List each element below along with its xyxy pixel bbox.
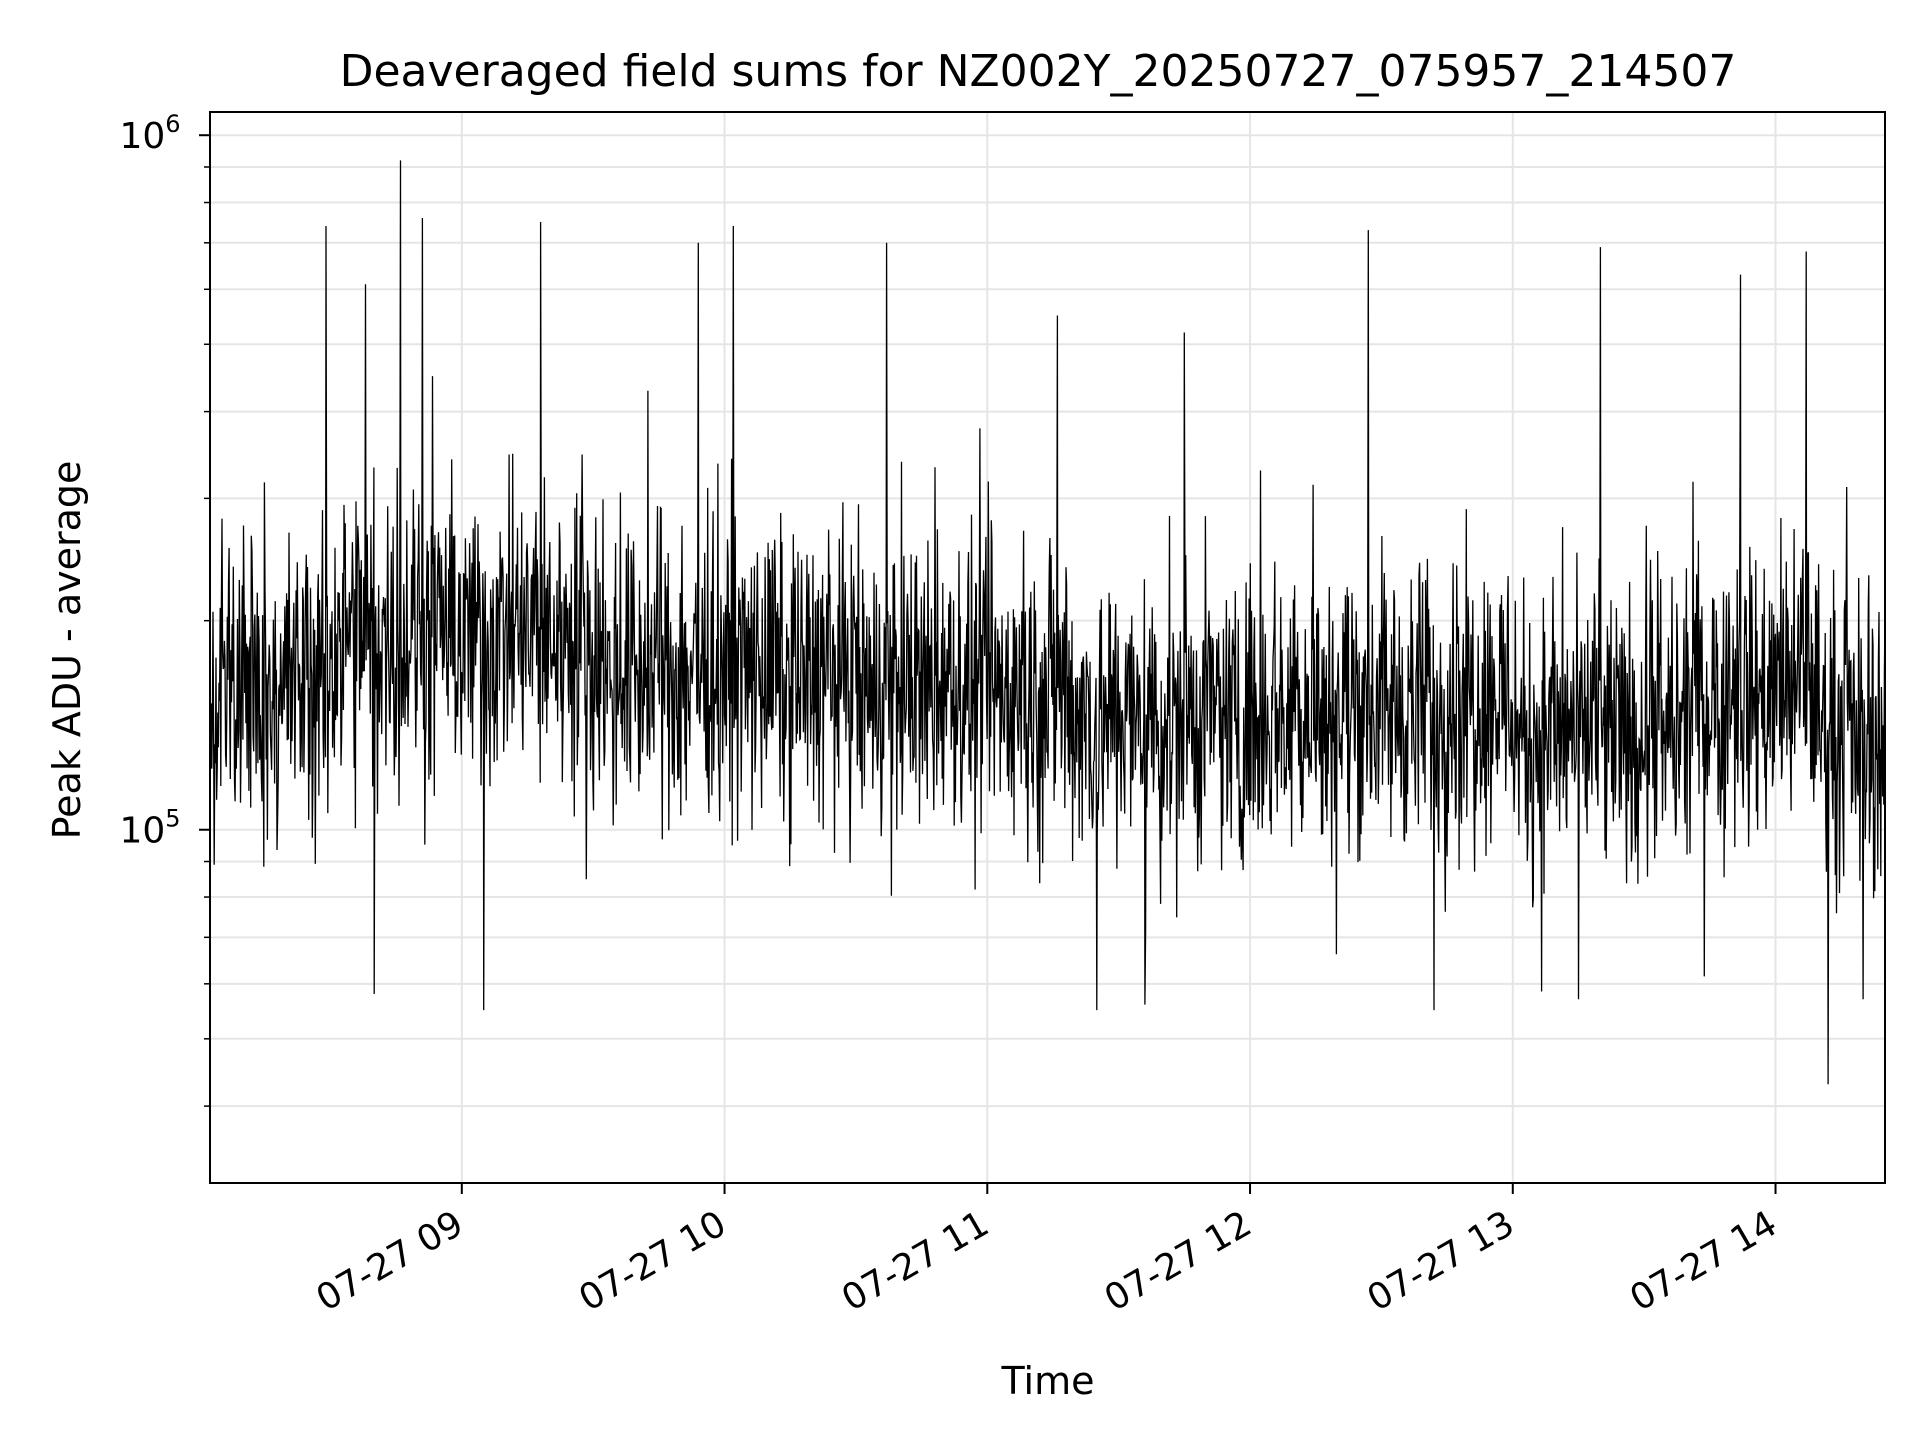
y-axis-ticks: 105 106 xyxy=(119,110,210,1107)
y-tick-label: 105 xyxy=(119,805,180,852)
x-tick-label: 07-27 13 xyxy=(1361,1203,1522,1319)
x-tick-label: 07-27 11 xyxy=(835,1203,996,1319)
x-axis-ticks: 07-27 09 07-27 10 07-27 11 07-27 12 07-27 13… xyxy=(310,1183,1784,1320)
x-tick-label: 07-27 09 xyxy=(310,1203,471,1319)
y-tick-label: 106 xyxy=(119,110,180,157)
x-tick-label: 07-27 14 xyxy=(1623,1203,1784,1319)
plot-frame xyxy=(209,111,1886,1184)
chart-title: Deaveraged field sums for NZ002Y_2025072… xyxy=(340,46,1737,97)
x-tick-label: 07-27 10 xyxy=(572,1203,733,1319)
series-path xyxy=(209,160,1886,1085)
y-axis-label: Peak ADU - average xyxy=(45,461,89,840)
x-axis-label: Time xyxy=(1001,1359,1095,1403)
series-line xyxy=(209,160,1886,1085)
x-tick-label: 07-27 12 xyxy=(1098,1203,1259,1319)
grid xyxy=(210,112,1885,1183)
